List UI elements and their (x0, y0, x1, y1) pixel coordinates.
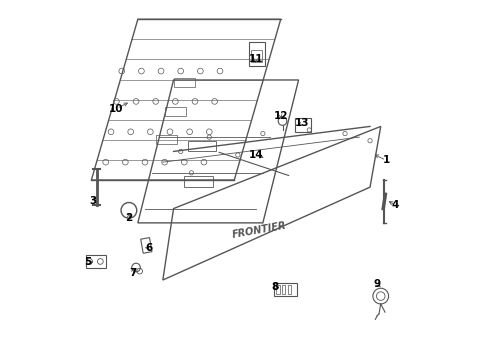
Text: 12: 12 (273, 111, 288, 121)
Text: FRONTIER: FRONTIER (231, 220, 287, 240)
Text: 9: 9 (373, 279, 381, 289)
Text: 4: 4 (392, 200, 399, 210)
Bar (273, 283, 297, 296)
Text: 1: 1 (383, 156, 390, 165)
Text: 6: 6 (145, 243, 152, 253)
Text: 2: 2 (125, 212, 132, 222)
Text: 3: 3 (90, 197, 97, 206)
Bar (86, 255, 106, 267)
Bar (156, 135, 177, 144)
Bar (282, 285, 285, 294)
Bar (295, 118, 311, 132)
Text: 10: 10 (109, 104, 123, 113)
Bar (188, 141, 217, 152)
Bar (165, 107, 186, 116)
Text: 14: 14 (248, 150, 263, 160)
Bar (288, 285, 291, 294)
Bar (248, 42, 265, 66)
Text: 7: 7 (129, 268, 136, 278)
Bar (276, 285, 280, 294)
Bar (251, 50, 262, 62)
Bar (173, 78, 195, 87)
Text: 13: 13 (295, 118, 309, 128)
Bar (184, 176, 213, 187)
Text: 11: 11 (248, 54, 263, 64)
Bar (141, 238, 152, 253)
Text: 8: 8 (272, 282, 279, 292)
Text: 5: 5 (84, 257, 92, 267)
